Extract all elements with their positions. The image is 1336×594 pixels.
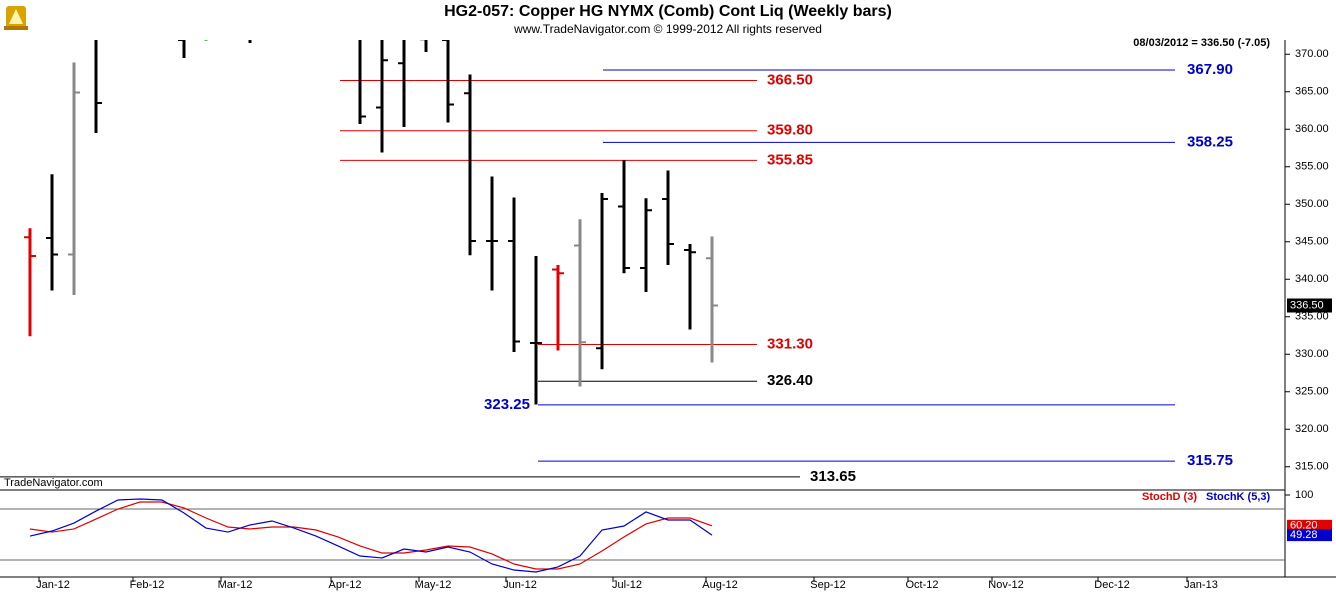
last-price-box [1287, 298, 1332, 313]
subtitle: www.TradeNavigator.com © 1999-2012 All r… [513, 22, 822, 36]
x-tick-label: Oct-12 [905, 579, 938, 591]
level-label: 359.80 [767, 122, 813, 139]
y-tick-label: 340.00 [1295, 273, 1329, 285]
info: 08/03/2012 = 336.50 (-7.05) [1133, 37, 1270, 49]
chart-title: HG2-057: Copper HG NYMX (Comb) Cont Liq … [444, 3, 892, 20]
level-label: 358.25 [1187, 133, 1233, 150]
stoch-last-box [1287, 519, 1332, 532]
level-label: 355.85 [767, 151, 813, 168]
x-tick-label: Apr-12 [328, 579, 361, 591]
level-label: 323.25 [484, 396, 530, 413]
stoch-tick-label: 100 [1295, 489, 1313, 501]
last-price-label: 336.50 [1290, 299, 1324, 311]
watermark: TradeNavigator.com [4, 477, 103, 489]
legend-entry: StochD (3) [1142, 491, 1197, 503]
level-label: 367.90 [1187, 61, 1233, 78]
y-tick-label: 320.00 [1295, 423, 1329, 435]
logo [4, 6, 28, 30]
x-tick-label: Jan-12 [36, 579, 70, 591]
y-tick-label: 350.00 [1295, 198, 1329, 210]
stoch-last-label: 49.28 [1290, 529, 1318, 541]
y-tick-label: 335.00 [1295, 311, 1329, 323]
x-tick-label: Nov-12 [988, 579, 1023, 591]
y-tick-label: 360.00 [1295, 123, 1329, 135]
x-tick-label: Feb-12 [130, 579, 165, 591]
y-tick-label: 370.00 [1295, 48, 1329, 60]
x-tick-label: Sep-12 [810, 579, 845, 591]
stoch-last-box [1287, 529, 1332, 542]
level-label: 315.75 [1187, 452, 1233, 469]
price-pane [0, 40, 1175, 478]
x-tick-label: Aug-12 [702, 579, 737, 591]
y-tick-label: 345.00 [1295, 236, 1329, 248]
y-tick-label: 325.00 [1295, 386, 1329, 398]
level-label: 331.30 [767, 335, 813, 352]
level-label: 366.50 [767, 71, 813, 88]
x-tick-label: Mar-12 [218, 579, 253, 591]
level-label: 313.65 [810, 468, 856, 485]
y-tick-label: 315.00 [1295, 461, 1329, 473]
y-tick-label: 330.00 [1295, 348, 1329, 360]
level-label: 326.40 [767, 372, 813, 389]
stoch-last-label: 60.20 [1290, 520, 1318, 532]
stoch-line [29, 498, 713, 573]
x-tick-label: Jan-13 [1184, 579, 1218, 591]
x-tick-label: Dec-12 [1094, 579, 1129, 591]
y-tick-label: 365.00 [1295, 86, 1329, 98]
x-tick-label: May-12 [415, 579, 452, 591]
x-tick-label: Jun-12 [503, 579, 537, 591]
legend-entry: StochK (5,3) [1206, 491, 1271, 503]
x-tick-label: Jul-12 [612, 579, 642, 591]
stoch-line [29, 501, 713, 570]
y-tick-label: 355.00 [1295, 161, 1329, 173]
